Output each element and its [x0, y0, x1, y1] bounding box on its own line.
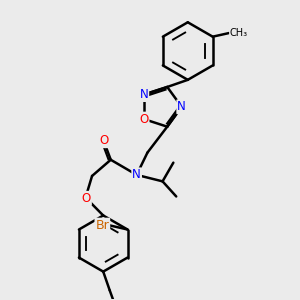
Text: N: N — [177, 100, 186, 113]
Text: N: N — [140, 88, 148, 101]
Text: Br: Br — [95, 219, 109, 232]
Text: N: N — [132, 168, 141, 182]
Text: O: O — [82, 192, 91, 205]
Text: CH₃: CH₃ — [230, 28, 248, 38]
Text: O: O — [139, 112, 148, 126]
Text: O: O — [100, 134, 109, 147]
